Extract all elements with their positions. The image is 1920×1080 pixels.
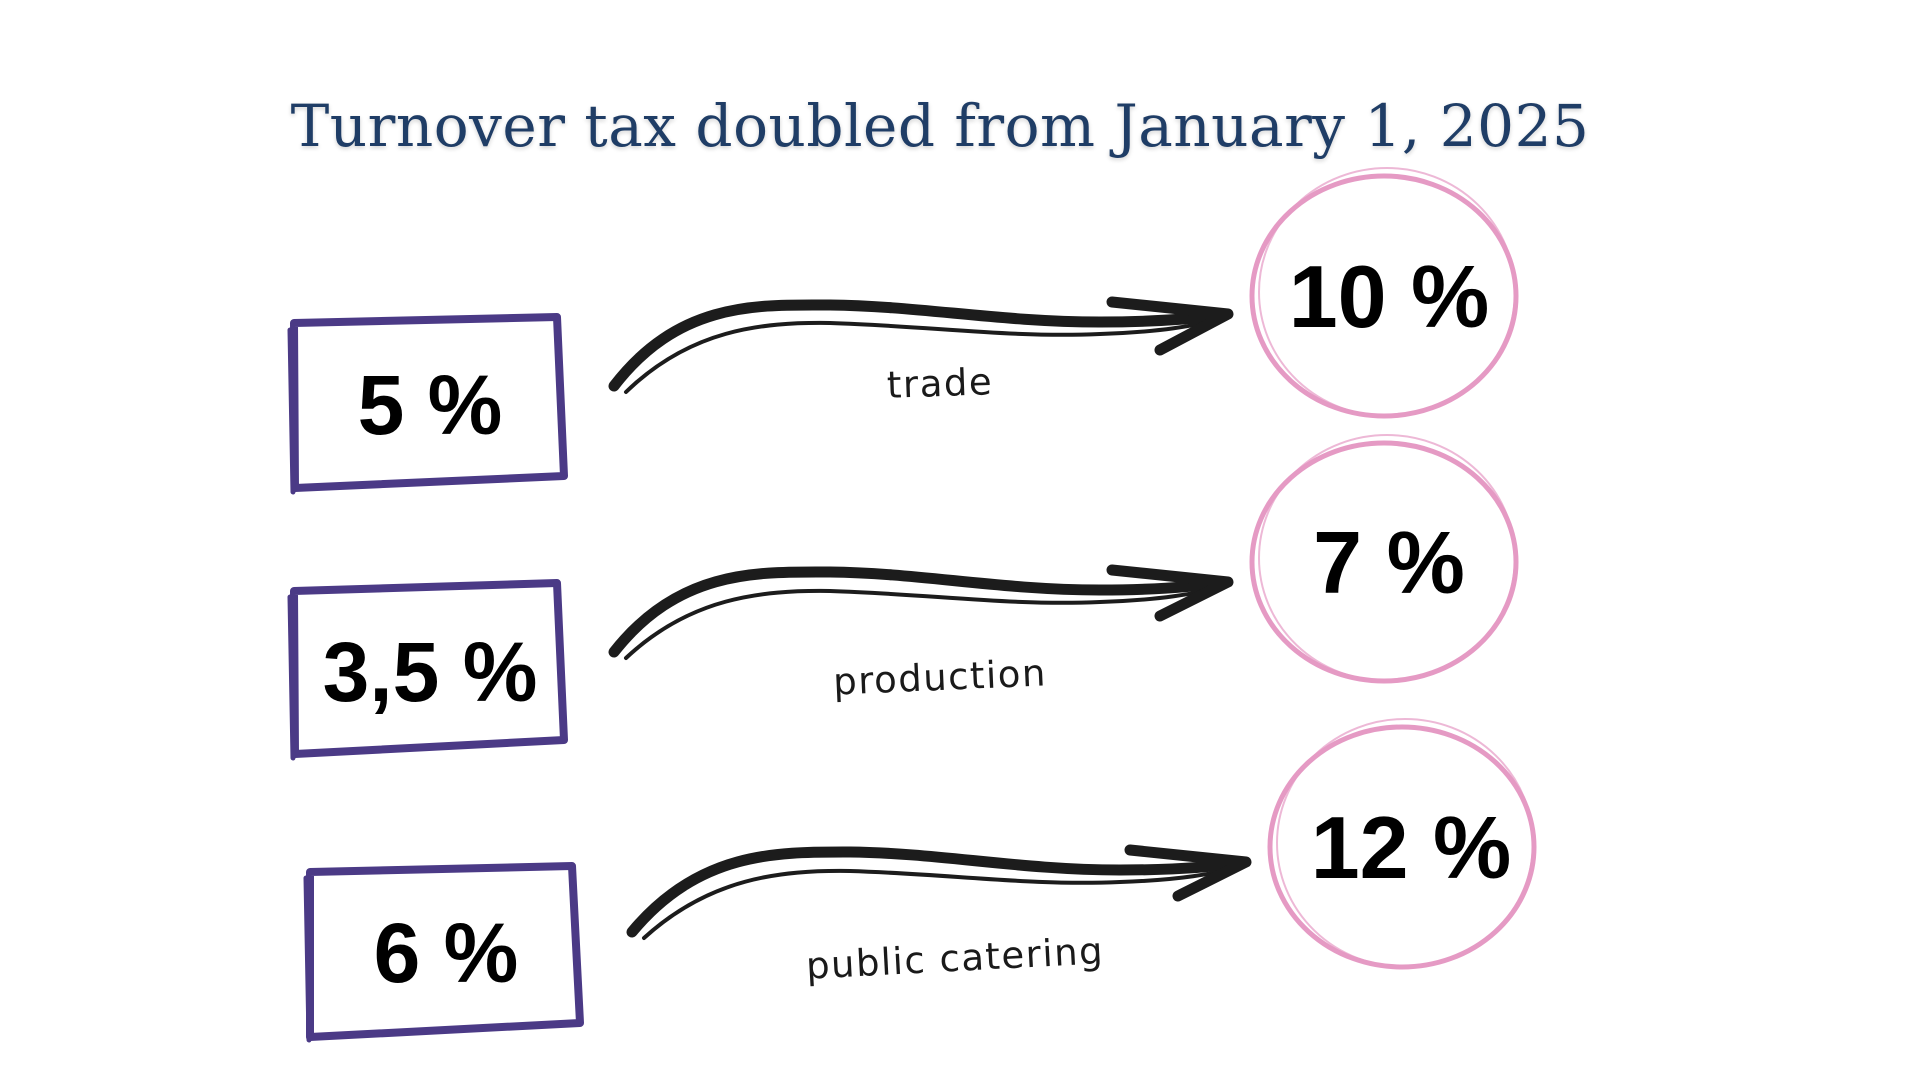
old-rate-2: 3,5 % (322, 625, 538, 719)
category-label-1: trade (886, 360, 994, 407)
old-rate-box-1 (287, 313, 568, 495)
new-rate-1: 10 % (1288, 247, 1490, 346)
arrow-1 (608, 296, 1234, 394)
new-rate-3: 12 % (1310, 798, 1512, 897)
old-rate-3: 6 % (373, 906, 519, 1000)
new-rate-circle-1 (1249, 167, 1519, 419)
old-rate-1: 5 % (357, 358, 503, 452)
old-rate-box-3 (303, 862, 584, 1043)
arrow-3 (626, 844, 1252, 940)
new-rate-circle-2 (1249, 434, 1519, 684)
arrow-2 (608, 564, 1234, 660)
new-rate-2: 7 % (1313, 513, 1465, 612)
new-rate-circle-3 (1267, 718, 1537, 970)
page-title: Turnover tax doubled from January 1, 202… (290, 92, 1590, 160)
old-rate-box-2 (287, 579, 568, 761)
